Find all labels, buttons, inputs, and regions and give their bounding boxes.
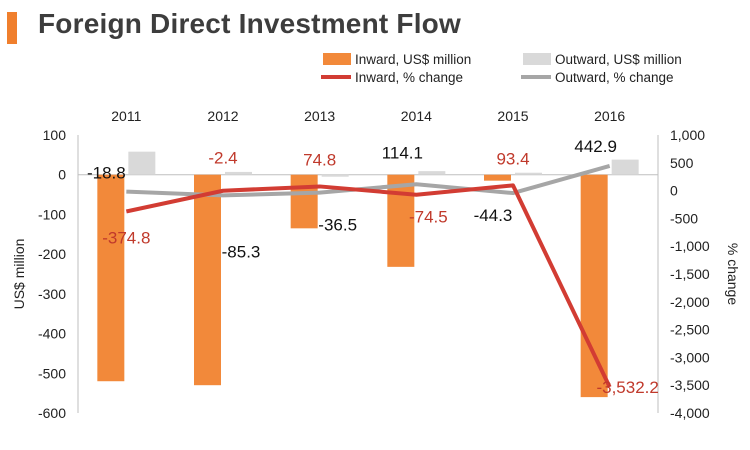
y-tick-label: 100 (43, 127, 67, 143)
bar-inward-2011 (97, 174, 125, 382)
x-tick-label: 2014 (401, 108, 432, 124)
y-axis-title: US$ million (11, 239, 27, 310)
legend-label-inward-bar: Inward, US$ million (355, 52, 471, 67)
x-tick-label: 2016 (594, 108, 625, 124)
bar-outward-2016 (611, 159, 639, 175)
y2-tick-label: -1,000 (670, 238, 710, 254)
legend-label-outward-bar: Outward, US$ million (555, 52, 682, 67)
y-tick-label: -600 (38, 405, 66, 421)
title-accent-bar (7, 12, 17, 44)
y-tick-label: -500 (38, 365, 66, 381)
bar-inward-2014 (387, 174, 415, 267)
bar-outward-2012 (225, 171, 252, 175)
bar-inward-2016 (580, 174, 608, 398)
data-label-outward-change: -44.3 (474, 206, 513, 225)
data-label-inward-change: -3,532.2 (596, 378, 658, 397)
x-tick-label: 2011 (111, 108, 141, 124)
legend-swatch-inward-bar (323, 53, 351, 65)
data-label-inward-change: -74.5 (409, 208, 448, 227)
y2-tick-label: -500 (670, 210, 698, 226)
x-tick-label: 2015 (497, 108, 528, 124)
legend-label-inward-line: Inward, % change (355, 70, 463, 85)
data-label-inward-change: 93.4 (496, 149, 529, 168)
y2-tick-label: -3,000 (670, 349, 710, 365)
bar-outward-2011 (128, 151, 156, 175)
y-tick-label: 0 (58, 167, 66, 183)
bar-outward-2014 (418, 171, 446, 175)
y2-tick-label: -3,500 (670, 377, 710, 393)
data-label-outward-change: -85.3 (222, 242, 261, 261)
y2-tick-label: -2,500 (670, 322, 710, 338)
legend-swatch-outward-bar (523, 53, 551, 65)
bar-outward-2013 (321, 174, 349, 177)
data-label-inward-change: -2.4 (208, 149, 237, 168)
bar-inward-2013 (290, 174, 318, 229)
y-tick-label: -300 (38, 286, 66, 302)
legend-label-outward-line: Outward, % change (555, 70, 674, 85)
y2-tick-label: 1,000 (670, 127, 705, 143)
line-inward-change (125, 183, 612, 388)
data-label-outward-change: 442.9 (574, 137, 617, 156)
x-tick-label: 2013 (304, 108, 335, 124)
y2-tick-label: -4,000 (670, 405, 710, 421)
x-tick-label: 2012 (207, 108, 238, 124)
y2-tick-label: -1,500 (670, 266, 710, 282)
data-label-outward-change: -18.8 (87, 164, 126, 183)
bar-inward-2015 (484, 174, 511, 181)
y2-tick-label: 500 (670, 155, 694, 171)
page-title: Foreign Direct Investment Flow (38, 8, 461, 39)
y-tick-label: -400 (38, 326, 66, 342)
data-label-inward-change: 74.8 (303, 150, 336, 169)
data-label-outward-change: -36.5 (318, 216, 357, 235)
y2-axis-title: % change (725, 243, 741, 305)
bar-inward-2012 (194, 174, 221, 386)
data-label-outward-change: 114.1 (382, 143, 423, 162)
y-tick-label: -100 (38, 206, 66, 222)
y2-tick-label: -2,000 (670, 294, 710, 310)
y2-tick-label: 0 (670, 183, 678, 199)
data-label-inward-change: -374.8 (102, 228, 150, 247)
bar-outward-2015 (515, 172, 542, 175)
y-tick-label: -200 (38, 246, 66, 262)
